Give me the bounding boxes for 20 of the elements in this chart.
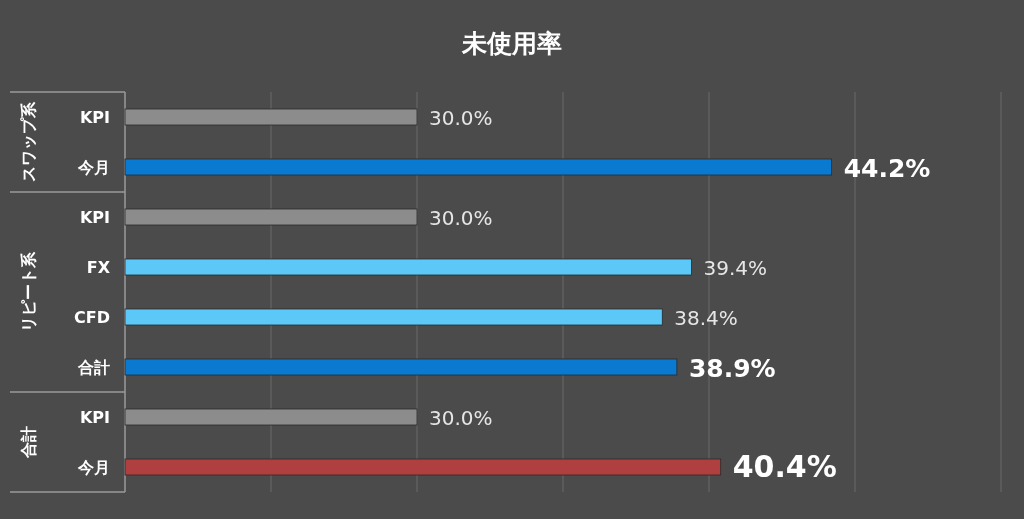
y-tick-label: FX <box>86 258 111 277</box>
data-label: 30.0% <box>429 106 493 130</box>
text: リピート系 <box>19 251 38 332</box>
data-label: 38.9% <box>688 354 776 383</box>
chart-title: 未使用率 <box>461 29 562 58</box>
data-label: 44.2% <box>843 154 931 183</box>
data-label: 38.4% <box>674 306 738 330</box>
data-label: 39.4% <box>703 256 768 280</box>
y-tick-label: 今月 <box>77 458 110 477</box>
text: スワップ系 <box>19 101 38 182</box>
text: 合計 <box>19 426 38 459</box>
y-tick-label: KPI <box>79 208 110 227</box>
y-tick-label: 今月 <box>77 158 110 177</box>
y-tick-label: KPI <box>79 408 110 427</box>
y-tick-label: 合計 <box>77 358 110 377</box>
data-label: 30.0% <box>429 406 493 430</box>
y-tick-label: CFD <box>74 308 110 327</box>
data-label: 40.4% <box>732 449 837 484</box>
data-label: 30.0% <box>429 206 493 230</box>
y-tick-label: KPI <box>79 108 110 127</box>
